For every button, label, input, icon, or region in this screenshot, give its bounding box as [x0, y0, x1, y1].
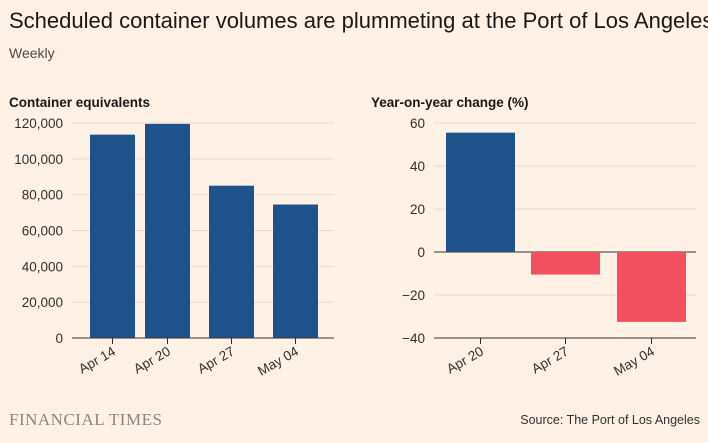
y-tick-label: 80,000: [22, 188, 63, 203]
bar: [531, 252, 600, 275]
y-tick-label: 0: [417, 245, 425, 260]
y-tick-label: 60,000: [22, 224, 63, 239]
bar: [145, 123, 190, 338]
y-tick-label: −40: [402, 331, 425, 346]
y-tick-label: 40: [410, 159, 425, 174]
y-tick-label: −20: [402, 288, 425, 303]
left-panel-title: Container equivalents: [9, 95, 151, 110]
source-note: Source: The Port of Los Angeles: [520, 413, 700, 427]
y-tick-label: 20: [410, 202, 425, 217]
bar: [446, 132, 515, 252]
x-tick-label: May 04: [611, 343, 657, 378]
yoy-change-chart: −40 −20 0 20 40 60 Apr 20 Apr 27 May 04: [402, 116, 696, 379]
y-tick-label: 60: [410, 116, 425, 131]
x-tick-label: Apr 27: [529, 344, 571, 377]
y-tick-label: 20,000: [22, 295, 63, 310]
chart-subtitle: Weekly: [9, 45, 55, 61]
bar: [90, 134, 135, 338]
ft-logo: FINANCIAL TIMES: [9, 410, 163, 429]
bar: [273, 204, 318, 338]
container-volume-chart: 0 20,000 40,000 60,000 80,000 100,000 120,000 A…: [14, 116, 334, 379]
bar: [617, 252, 686, 322]
x-tick-label: Apr 27: [195, 344, 237, 377]
x-tick-label: Apr 14: [76, 343, 118, 376]
x-tick-label: Apr 20: [444, 344, 486, 377]
x-tick-label: Apr 20: [131, 344, 173, 377]
y-tick-label: 0: [55, 331, 63, 346]
y-tick-label: 40,000: [22, 259, 63, 274]
right-panel-title: Year-on-year change (%): [371, 95, 529, 110]
bar: [209, 185, 254, 338]
chart-title: Scheduled container volumes are plummeti…: [9, 8, 708, 33]
y-tick-label: 120,000: [14, 116, 63, 131]
y-tick-label: 100,000: [14, 152, 63, 167]
x-tick-label: May 04: [255, 343, 301, 378]
